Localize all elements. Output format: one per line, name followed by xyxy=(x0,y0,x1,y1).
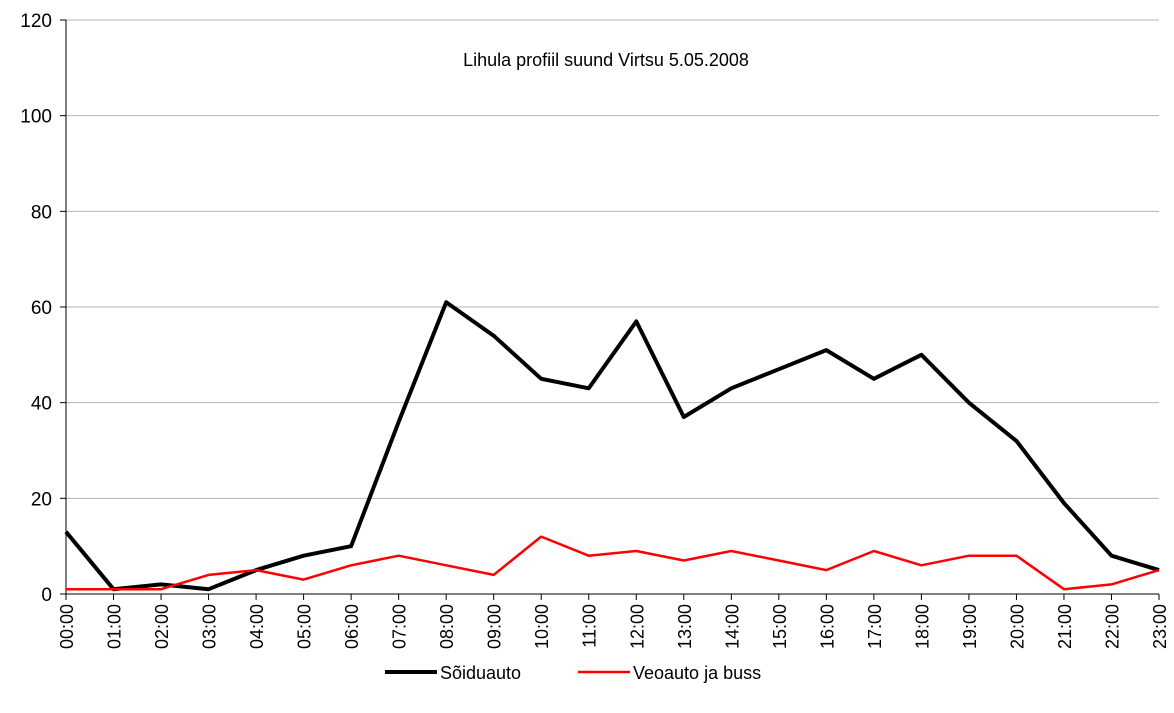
x-tick-label: 07:00 xyxy=(390,604,410,649)
x-tick-label: 05:00 xyxy=(295,604,315,649)
x-tick-label: 02:00 xyxy=(152,604,172,649)
x-tick-label: 01:00 xyxy=(105,604,125,649)
x-tick-label: 12:00 xyxy=(627,604,647,649)
x-tick-label: 15:00 xyxy=(770,604,790,649)
x-tick-label: 20:00 xyxy=(1007,604,1027,649)
y-tick-label: 60 xyxy=(31,298,52,319)
x-tick-label: 19:00 xyxy=(960,604,980,649)
x-tick-label: 09:00 xyxy=(485,604,505,649)
x-tick-labels: 00:00 01:00 02:00 03:00 04:00 05:00 06:00 07:00… xyxy=(57,604,1170,649)
x-tick-label: 04:00 xyxy=(247,604,267,649)
x-tick-label: 18:00 xyxy=(912,604,932,649)
x-tick-label: 17:00 xyxy=(865,604,885,649)
legend-label: Sõiduauto xyxy=(440,663,521,683)
x-tick-label: 14:00 xyxy=(722,604,742,649)
series-line xyxy=(66,535,1160,591)
x-tick-label: 21:00 xyxy=(1055,604,1075,649)
x-tick-label: 23:00 xyxy=(1150,604,1170,649)
y-tick-label: 0 xyxy=(41,585,52,606)
axes xyxy=(60,19,1160,600)
x-tick-label: 10:00 xyxy=(532,604,552,649)
y-tick-label: 120 xyxy=(20,11,52,32)
x-tick-label: 03:00 xyxy=(200,604,220,649)
y-tick-labels: 0 20 40 60 80 100 120 xyxy=(20,11,52,606)
x-tick-label: 00:00 xyxy=(57,604,77,649)
y-tick-label: 20 xyxy=(31,489,52,510)
series-lines xyxy=(64,300,1160,592)
x-tick-label: 13:00 xyxy=(675,604,695,649)
x-tick-label: 08:00 xyxy=(437,604,457,649)
x-tick-label: 11:00 xyxy=(580,604,600,648)
x-tick-label: 22:00 xyxy=(1102,604,1122,649)
y-tick-label: 40 xyxy=(31,394,52,415)
series-line xyxy=(64,300,1160,592)
x-tick-label: 16:00 xyxy=(817,604,837,649)
legend-label: Veoauto ja buss xyxy=(633,663,761,683)
chart-title: Lihula profiil suund Virtsu 5.05.2008 xyxy=(463,50,749,70)
legend: Sõiduauto Veoauto ja buss xyxy=(385,663,761,683)
y-tick-label: 80 xyxy=(31,202,52,223)
gridlines xyxy=(66,19,1159,499)
y-tick-label: 100 xyxy=(20,107,52,128)
x-tick-label: 06:00 xyxy=(342,604,362,649)
